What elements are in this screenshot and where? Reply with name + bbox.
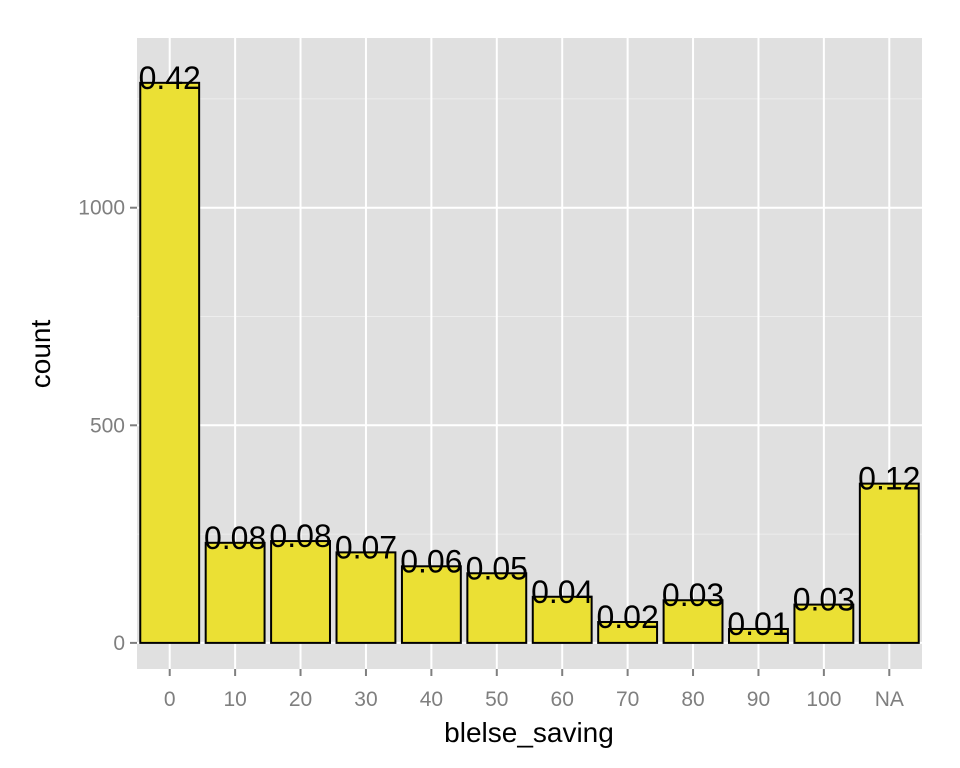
x-tick-label: 0 [164, 688, 176, 711]
data-label-100: 0.03 [793, 582, 855, 618]
data-label-40: 0.06 [400, 543, 462, 579]
bar-10 [204, 541, 266, 644]
bar-90 [728, 627, 789, 644]
data-label-30: 0.07 [335, 529, 397, 565]
data-labels-group: 0.420.08 0.08 0.07 0.06 0.050.040.020.030.01… [139, 60, 921, 642]
minor-gridlines [137, 98, 922, 535]
bars-group [139, 81, 920, 644]
x-tick-label: 60 [551, 688, 574, 711]
bar-100 [793, 603, 855, 644]
y-tick-label: 1000 [78, 197, 125, 220]
x-tick-label: NA [875, 688, 904, 711]
x-tick-label: 80 [681, 688, 704, 711]
data-label-90: 0.01 [727, 606, 789, 642]
data-label-10: 0.08 [204, 520, 266, 556]
x-tick-label: 100 [806, 688, 841, 711]
data-label-80: 0.03 [662, 577, 724, 613]
data-label-70: 0.02 [596, 599, 658, 635]
x-tick-label: 10 [223, 688, 246, 711]
bar-70 [597, 621, 659, 644]
data-label-60: 0.04 [531, 574, 593, 610]
bar-80 [662, 599, 724, 644]
data-label-na: 0.12 [858, 461, 920, 497]
x-tick-label: 50 [485, 688, 508, 711]
x-axis-title: blelse_saving [444, 717, 614, 748]
bar-50 [466, 572, 528, 644]
x-tick-label: 90 [747, 688, 770, 711]
bar-40 [400, 565, 462, 644]
x-tick-label: 20 [289, 688, 312, 711]
y-axis-ticks: 0 500 1000 [78, 197, 137, 655]
x-tick-label: 70 [616, 688, 639, 711]
bar-20 [270, 540, 331, 644]
x-tick-label: 40 [420, 688, 443, 711]
y-tick-label: 500 [90, 414, 125, 437]
data-label-50: 0.05 [466, 550, 528, 586]
data-label-20: 0.08 [269, 518, 331, 554]
x-tick-label: 30 [354, 688, 377, 711]
bar-na [858, 482, 920, 644]
y-tick-label: 0 [113, 632, 125, 655]
x-axis-ticks: 0 10 20 30 40 50 60 70 80 90 100 NA [164, 669, 904, 711]
bar-0 [139, 81, 201, 644]
bar-60 [531, 595, 593, 644]
y-axis-title: count [25, 320, 56, 389]
plot-panel [137, 38, 922, 669]
bar-30 [335, 551, 397, 644]
data-label-0: 0.42 [139, 60, 201, 96]
